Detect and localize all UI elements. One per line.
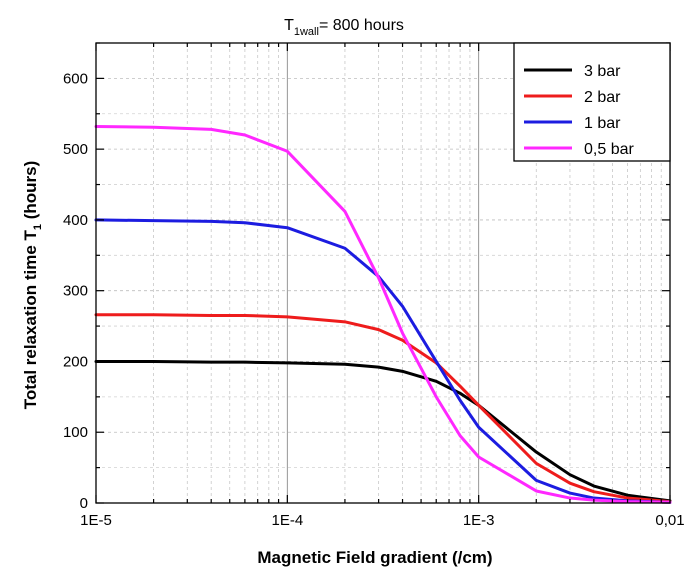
chart-title: T1wall= 800 hours (284, 17, 404, 38)
legend-label: 1 bar (584, 115, 621, 132)
legend-label: 3 bar (584, 63, 621, 80)
x-tick-label: 1E-4 (271, 512, 303, 529)
y-tick-label: 300 (63, 283, 88, 300)
y-tick-label: 200 (63, 353, 88, 370)
legend-label: 0,5 bar (584, 141, 634, 158)
series-line-3 (94, 125, 672, 504)
x-tick-label: 0,01 (655, 512, 684, 529)
series-line-0 (94, 359, 672, 503)
x-axis-title: Magnetic Field gradient (/cm) (257, 548, 492, 567)
x-axis-ticks: 1E-5 1E-4 1E-3 0,01 (80, 43, 685, 529)
legend: 3 bar 2 bar 1 bar 0,5 bar (513, 42, 671, 162)
y-tick-label: 100 (63, 424, 88, 441)
x-tick-label: 1E-3 (463, 512, 495, 529)
x-tick-label: 1E-5 (80, 512, 112, 529)
legend-box (513, 42, 671, 162)
y-axis-title: Total relaxation time T1 (hours) (21, 161, 44, 410)
chart-title-subscript: 1wall (294, 26, 319, 38)
y-tick-label: 400 (63, 212, 88, 229)
legend-label: 2 bar (584, 89, 621, 106)
y-tick-label: 500 (63, 141, 88, 158)
plot-frame (95, 42, 671, 504)
y-axis-title-main: Total relaxation time T (21, 230, 40, 410)
y-tick-label: 600 (63, 70, 88, 87)
series-line-2 (94, 218, 672, 504)
chart-title-rest: = 800 hours (319, 17, 404, 34)
y-axis-title-subscript: 1 (32, 224, 44, 230)
y-tick-label: 0 (80, 495, 88, 512)
y-axis-title-rest: (hours) (21, 161, 40, 224)
series-lines (94, 125, 672, 504)
y-axis-ticks: 0 100 200 300 400 500 600 (63, 42, 670, 512)
chart-title-main: T (284, 17, 294, 34)
series-line-1 (94, 313, 672, 504)
